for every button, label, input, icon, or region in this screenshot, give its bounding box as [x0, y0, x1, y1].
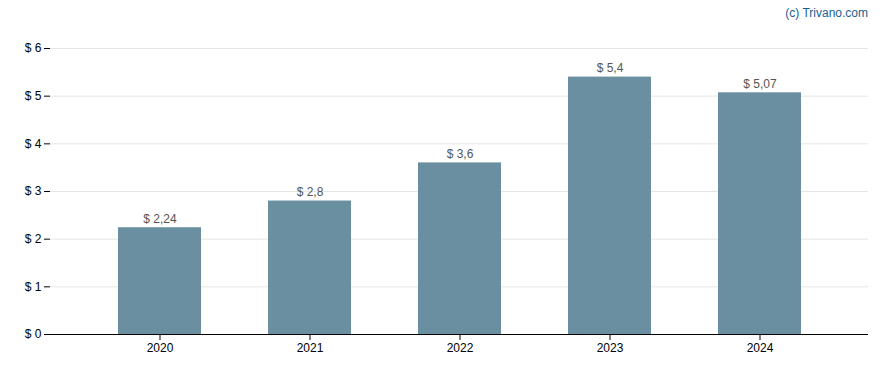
svg-text:$ 3: $ 3	[25, 184, 42, 198]
svg-text:$ 5: $ 5	[25, 89, 42, 103]
svg-text:$ 3,6: $ 3,6	[447, 147, 474, 161]
svg-text:2024: 2024	[747, 341, 774, 355]
svg-text:$ 5,07: $ 5,07	[743, 77, 777, 91]
svg-text:$ 4: $ 4	[25, 137, 42, 151]
svg-text:$ 2,8: $ 2,8	[297, 185, 324, 199]
svg-text:2021: 2021	[297, 341, 324, 355]
svg-text:2023: 2023	[597, 341, 624, 355]
svg-text:$ 5,4: $ 5,4	[597, 61, 624, 75]
svg-text:$ 0: $ 0	[25, 327, 42, 341]
html-text:(c) Trivano.com: (c) Trivano.com	[785, 6, 868, 20]
svg-text:$ 2,24: $ 2,24	[143, 212, 177, 226]
svg-text:$ 2: $ 2	[25, 232, 42, 246]
svg-text:$ 6: $ 6	[25, 41, 42, 55]
svg-text:$ 1: $ 1	[25, 280, 42, 294]
svg-text:2020: 2020	[147, 341, 174, 355]
svg-text:2022: 2022	[447, 341, 474, 355]
